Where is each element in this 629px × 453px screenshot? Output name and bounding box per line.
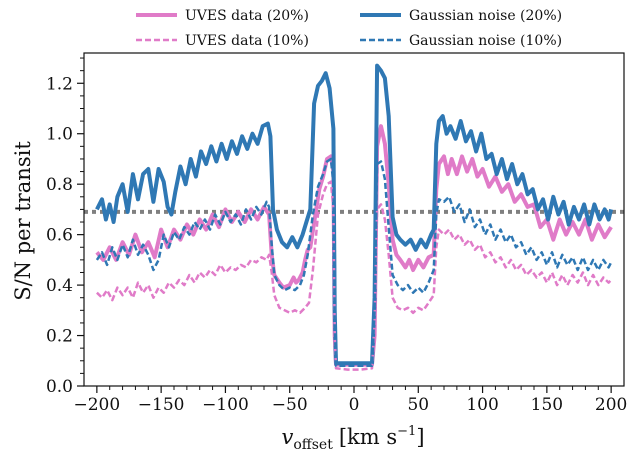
x-tick-label-6: 100 (466, 395, 498, 415)
x-tick-label-0: −200 (74, 395, 121, 415)
x-tick-label-3: −50 (272, 395, 308, 415)
axes-frame (83, 52, 625, 387)
y-tick-label-6: 1.2 (46, 74, 73, 94)
series-line-1 (95, 63, 614, 366)
legend-label-gauss-10: Gaussian noise (10%) (409, 33, 562, 49)
x-axis-label-units: [km s (339, 425, 397, 449)
series-line-3 (95, 157, 613, 368)
plot-area: −200 −150 −100 −50 0 50 100 150 200 0.0 0.2 0.4 0.6 0… (46, 52, 627, 415)
x-axis-label-sub: offset (293, 437, 333, 453)
y-tick-label-3: 0.6 (46, 226, 73, 246)
x-axis-label: voffset [km s−1] (281, 424, 424, 453)
x-axis-label-exp: −1 (397, 424, 416, 439)
x-tick-label-8: 200 (595, 395, 627, 415)
series-line-0 (95, 124, 613, 367)
y-tick-label-0: 0.0 (46, 377, 73, 397)
series-line-2 (96, 180, 613, 371)
x-tick-label-7: 150 (531, 395, 563, 415)
legend-label-uves-20: UVES data (20%) (185, 8, 309, 24)
legend-label-gauss-20: Gaussian noise (20%) (409, 8, 562, 24)
x-axis-label-close: ] (416, 425, 424, 449)
x-tick-label-4: 0 (349, 395, 360, 415)
x-tick-label-2: −100 (202, 395, 249, 415)
x-tick-label-5: 50 (407, 395, 429, 415)
x-tick-label-1: −150 (138, 395, 185, 415)
y-tick-label-1: 0.2 (46, 327, 73, 347)
y-tick-label-5: 1.0 (46, 125, 73, 145)
y-tick-label-2: 0.4 (46, 276, 73, 296)
legend: UVES data (20%) Gaussian noise (20%) UVE… (136, 8, 562, 49)
y-axis-label: S/N per transit (11, 141, 35, 301)
legend-label-uves-10: UVES data (10%) (185, 33, 309, 49)
x-axis-label-main: v (281, 425, 293, 449)
y-tick-label-4: 0.8 (46, 175, 73, 195)
